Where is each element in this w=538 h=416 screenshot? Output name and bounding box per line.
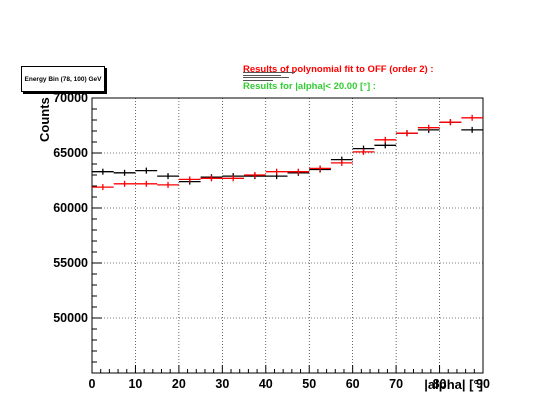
- fit-param-line: [243, 79, 273, 81]
- data-point: [178, 176, 201, 183]
- data-point: [439, 119, 462, 126]
- series-layer: [92, 114, 483, 191]
- fit-results-title: Results of polynomial fit to OFF (order …: [243, 64, 434, 75]
- fit-param-line: [243, 77, 289, 78]
- data-point: [374, 136, 397, 143]
- data-point: [157, 181, 179, 188]
- fit-param-line: [243, 74, 281, 76]
- data-point: [222, 175, 245, 182]
- axis-ticks: [91, 97, 484, 373]
- data-point: [309, 165, 331, 172]
- data-point: [265, 168, 288, 175]
- fit-parameters-block: [243, 72, 303, 92]
- alpha-cut-results-title: Results for |alpha|< 20.00 [°] :: [243, 81, 376, 92]
- y-tick-label: 70000: [53, 91, 88, 105]
- data-point: [92, 184, 114, 191]
- data-point: [374, 142, 397, 149]
- y-axis-title: Counts: [37, 97, 52, 142]
- x-tick-label: 30: [215, 377, 229, 391]
- x-tick-label: 10: [128, 377, 142, 391]
- x-tick-label: 0: [89, 377, 96, 391]
- x-axis-title: |alpha| [°]: [424, 377, 483, 392]
- data-point: [200, 175, 223, 182]
- x-tick-label: 90: [476, 377, 490, 391]
- fit-param-line: [243, 72, 295, 73]
- data-point: [113, 169, 136, 176]
- data-point: [244, 172, 266, 178]
- plot-frame: [91, 97, 484, 374]
- tick-labels: 0 10 20 30 40 50 60 70 80 90 50000 55000 60000 65000 7…: [53, 91, 490, 391]
- data-point: [287, 168, 310, 175]
- y-tick-label: 55000: [53, 256, 88, 270]
- x-tick-label: 50: [302, 377, 316, 391]
- data-point: [135, 167, 158, 174]
- data-point: [330, 159, 353, 166]
- data-point: [92, 168, 114, 175]
- y-tick-label: 60000: [53, 201, 88, 215]
- y-tick-label: 50000: [53, 311, 88, 325]
- grid: [92, 98, 483, 373]
- x-tick-label: 70: [389, 377, 403, 391]
- data-point: [352, 148, 375, 155]
- data-point: [461, 114, 483, 121]
- data-point: [113, 180, 136, 187]
- data-point: [396, 130, 418, 137]
- x-tick-label: 80: [433, 377, 447, 391]
- x-tick-label: 60: [346, 377, 360, 391]
- data-series: [92, 119, 483, 185]
- data-point: [461, 126, 483, 133]
- data-point: [157, 173, 179, 180]
- data-series: [92, 114, 483, 191]
- x-tick-label: 20: [172, 377, 186, 391]
- data-point: [135, 180, 158, 187]
- y-tick-label: 65000: [53, 146, 88, 160]
- energy-bin-text: Energy Bin (78, 100) GeV: [24, 75, 102, 83]
- data-point: [417, 124, 440, 131]
- energy-bin-label: Energy Bin (78, 100) GeV: [21, 66, 105, 92]
- x-tick-label: 40: [259, 377, 273, 391]
